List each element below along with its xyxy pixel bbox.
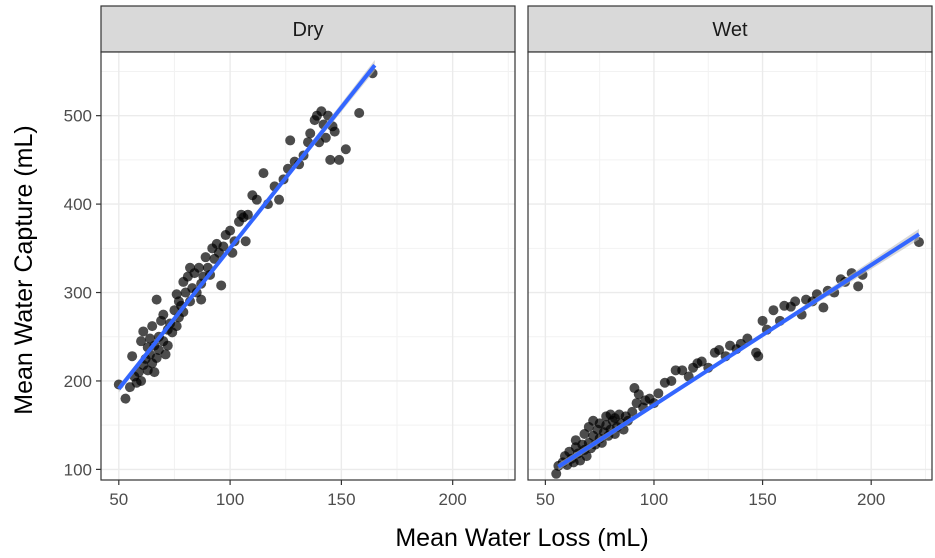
data-point — [200, 252, 211, 263]
data-point — [225, 225, 236, 236]
y-tick-label: 400 — [64, 195, 92, 214]
data-point — [242, 209, 253, 220]
data-point — [696, 356, 707, 367]
x-tick-label: 150 — [748, 490, 776, 509]
data-point — [149, 367, 160, 378]
data-point — [171, 321, 182, 332]
data-point — [551, 468, 562, 479]
data-point — [790, 296, 801, 307]
y-tick-label: 500 — [64, 107, 92, 126]
data-point — [258, 168, 269, 179]
panel-wet: Wet 50 100 150 200 — [527, 5, 933, 509]
x-tick-label: 100 — [216, 490, 244, 509]
data-point — [193, 262, 204, 273]
x-tick-label: 200 — [857, 490, 885, 509]
panels-layer: Dry 50 100 150 200 100 200 300 400 500 Wet 50 100 150… — [64, 5, 933, 509]
data-point — [240, 236, 251, 247]
panel-strip — [100, 5, 516, 53]
data-point — [162, 340, 173, 351]
data-point — [151, 294, 162, 305]
x-tick-label: 100 — [640, 490, 668, 509]
data-point — [768, 305, 779, 316]
data-point — [714, 345, 725, 356]
data-point — [136, 336, 147, 347]
data-point — [127, 351, 138, 362]
panel-strip-label: Wet — [712, 19, 748, 41]
data-point — [320, 132, 331, 143]
x-tick-label: 200 — [438, 490, 466, 509]
data-point — [334, 154, 345, 165]
data-point — [757, 315, 768, 326]
data-point — [218, 241, 229, 252]
panel-dry: Dry 50 100 150 200 100 200 300 400 500 — [64, 5, 516, 509]
x-axis-title: Mean Water Loss (mL) — [395, 524, 648, 552]
fit-line — [117, 64, 377, 391]
y-tick-label: 200 — [64, 372, 92, 391]
fit-line — [557, 232, 921, 469]
plot-background — [101, 52, 515, 480]
data-point — [305, 128, 316, 139]
panel-border — [527, 51, 933, 481]
data-point — [329, 126, 340, 137]
data-point — [216, 280, 227, 291]
data-point — [151, 352, 162, 363]
panel-border — [100, 51, 516, 481]
x-tick-label: 50 — [536, 490, 555, 509]
y-tick-label: 300 — [64, 284, 92, 303]
data-point — [251, 194, 262, 205]
data-point — [285, 135, 296, 146]
data-point — [325, 154, 336, 165]
data-point — [340, 144, 351, 155]
data-point — [354, 108, 365, 119]
data-point — [753, 351, 764, 362]
data-point — [147, 321, 158, 332]
data-point — [581, 451, 592, 462]
y-axis-title: Mean Water Capture (mL) — [10, 125, 38, 414]
data-point — [633, 389, 644, 400]
data-point — [160, 349, 171, 360]
data-point — [627, 406, 638, 417]
data-point — [274, 194, 285, 205]
y-tick-label: 100 — [64, 460, 92, 479]
x-tick-label: 50 — [109, 490, 128, 509]
data-point — [677, 365, 688, 376]
panel-strip-label: Dry — [292, 19, 323, 41]
data-point — [138, 326, 149, 337]
data-point — [666, 375, 677, 386]
data-point — [120, 393, 131, 404]
x-tick-label: 150 — [327, 490, 355, 509]
data-point — [653, 388, 664, 399]
panel-strip — [527, 5, 933, 53]
data-point — [136, 375, 147, 386]
data-point — [158, 309, 169, 320]
data-point — [196, 294, 207, 305]
data-point — [853, 281, 864, 292]
data-point — [818, 302, 829, 313]
